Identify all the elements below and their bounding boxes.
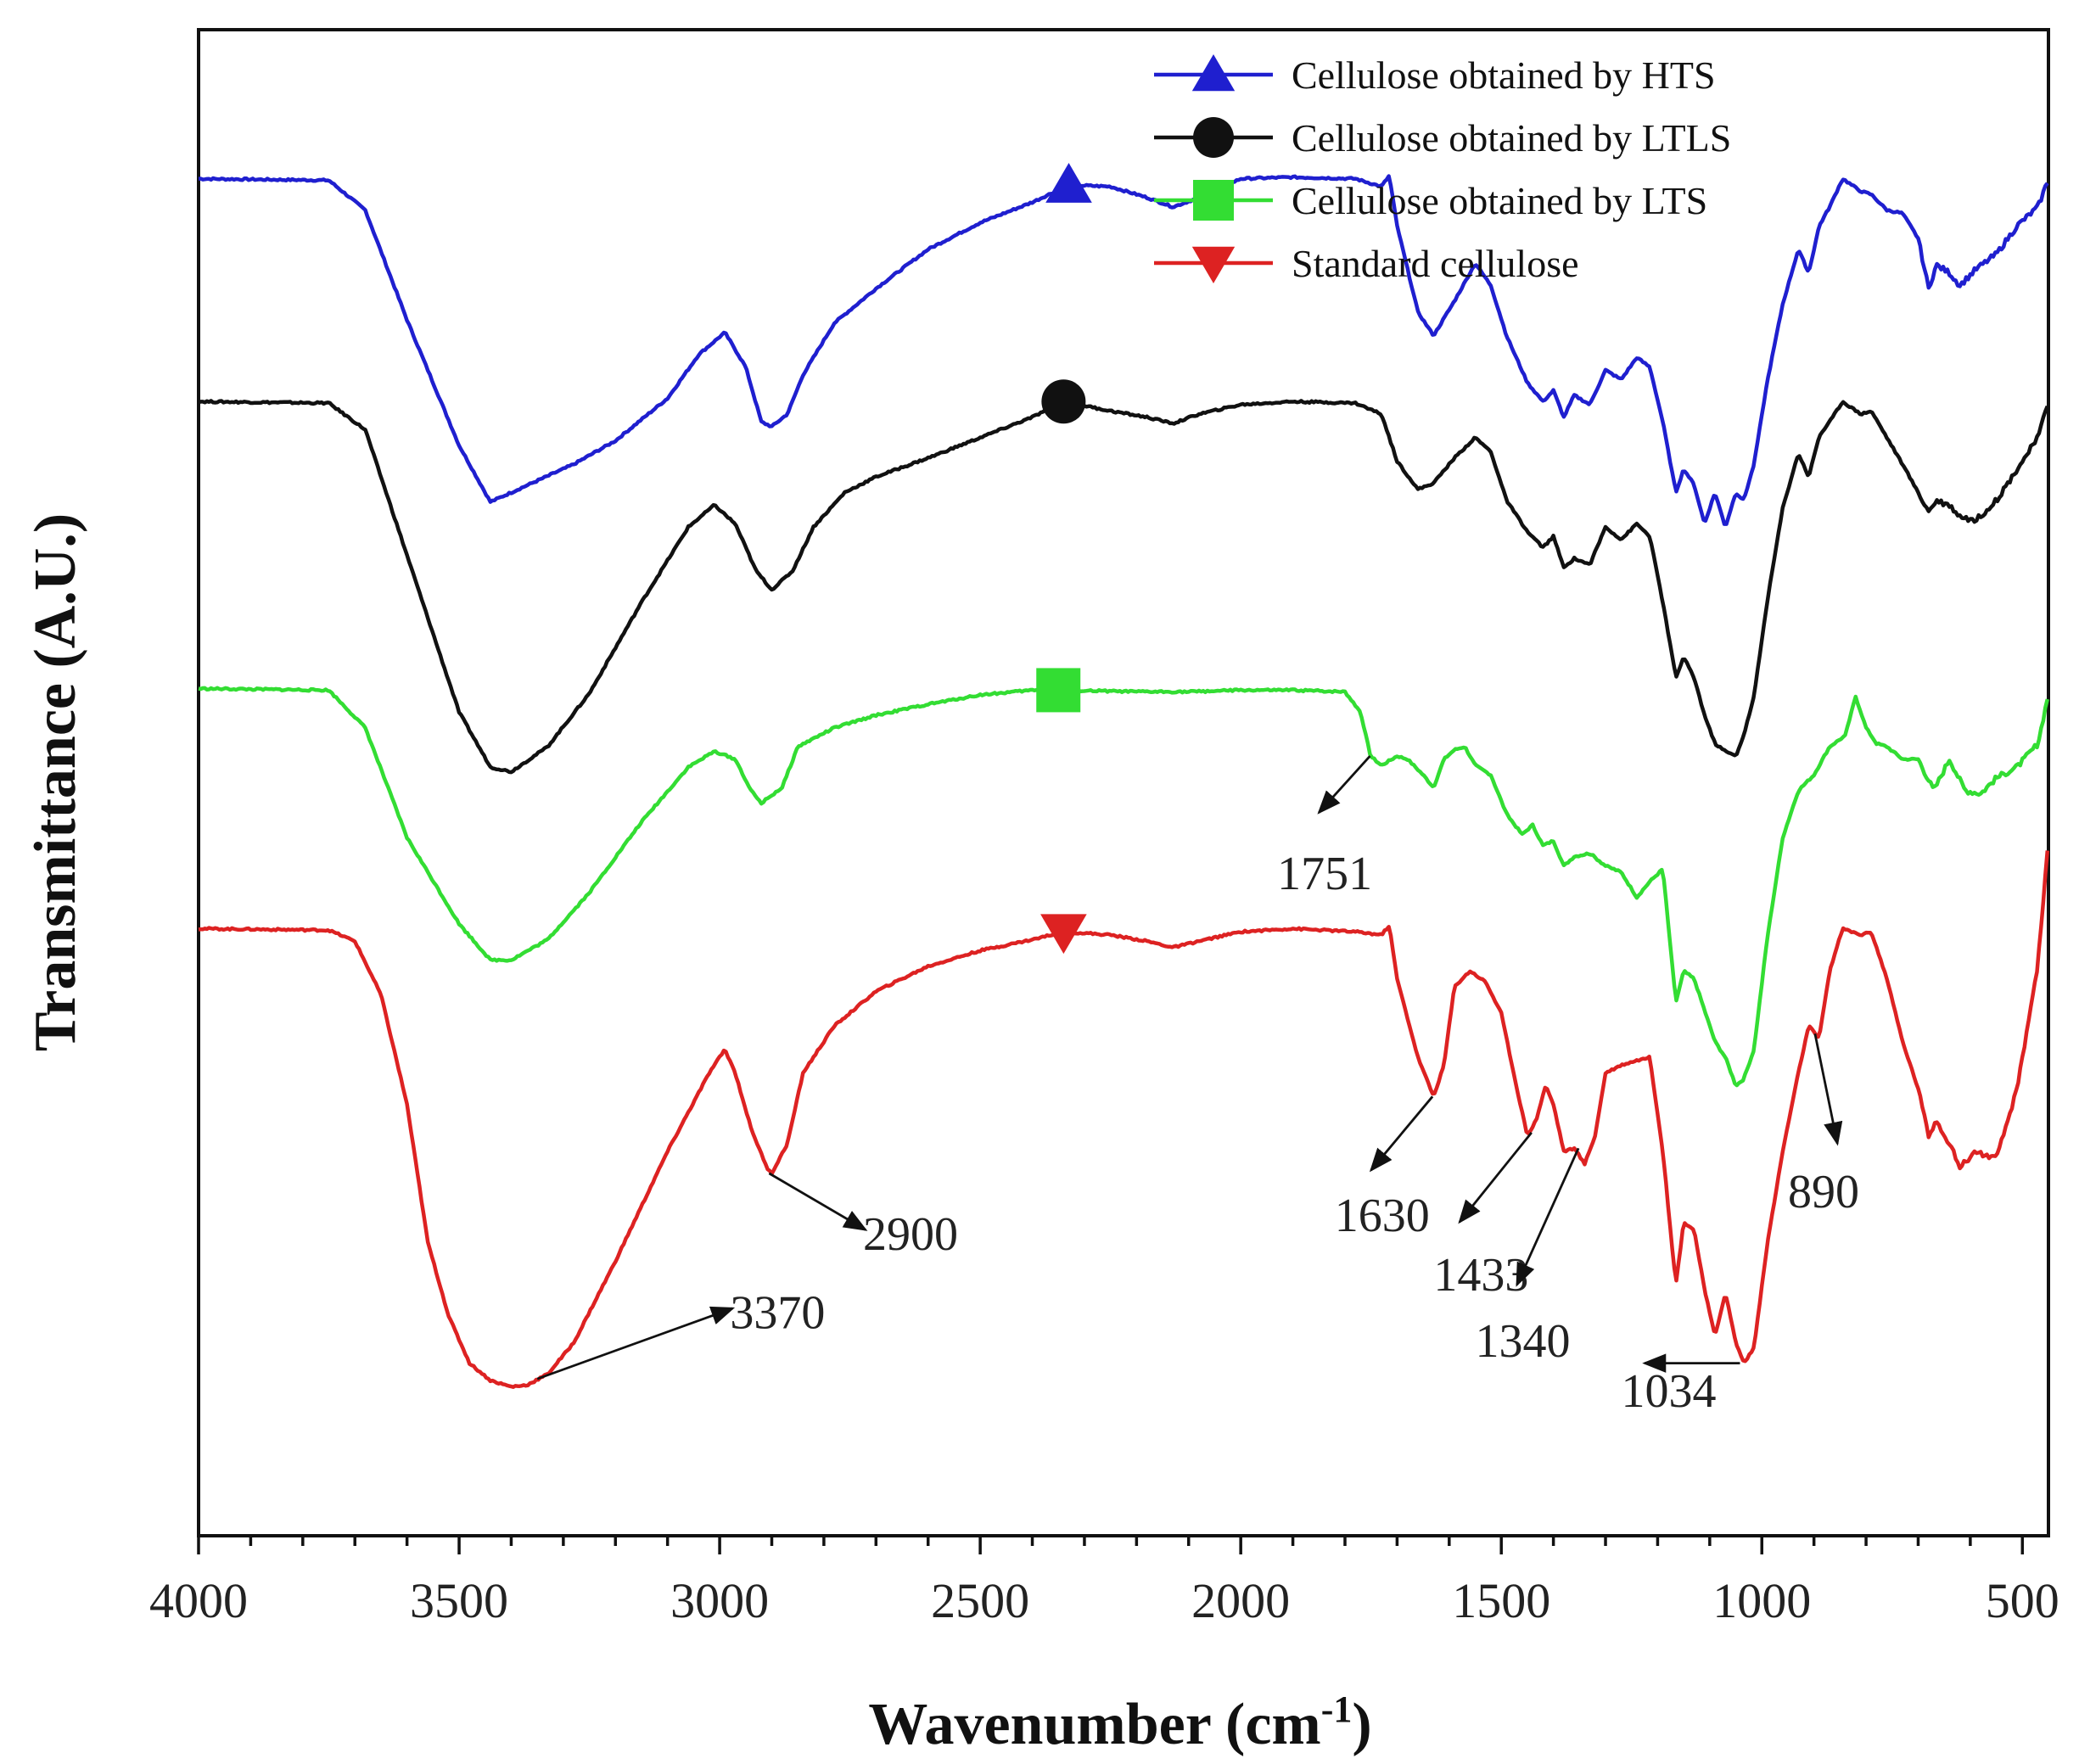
legend-label: Cellulose obtained by HTS	[1292, 53, 1716, 97]
annotation-label-1034: 1034	[1621, 1365, 1716, 1418]
annotation-arrow-890	[1813, 1033, 1843, 1146]
series-line-cellulose-obtained-by-ltls	[198, 399, 2049, 775]
annotation-label-3370: 3370	[730, 1287, 825, 1340]
legend-marker	[1193, 117, 1234, 158]
x-tick-label: 4000	[149, 1573, 248, 1628]
marker-layer	[1036, 163, 1092, 955]
x-tick-label: 3500	[410, 1573, 508, 1628]
x-axis-title: Wavenumber (cm-1)	[868, 1688, 1371, 1757]
legend-marker	[1191, 54, 1236, 92]
x-tick-label: 1500	[1452, 1573, 1550, 1628]
annotation-label-2900: 2900	[863, 1208, 958, 1261]
legend-item-cellulose-obtained-by-lts: Cellulose obtained by LTS	[1154, 179, 1707, 222]
series-marker-cellulose-obtained-by-lts	[1036, 668, 1081, 713]
x-tick-label: 2500	[931, 1573, 1029, 1628]
series-line-standard-cellulose	[198, 850, 2050, 1389]
x-tick-label: 500	[1986, 1573, 2059, 1628]
x-tick-label: 2000	[1191, 1573, 1290, 1628]
series-marker-standard-cellulose	[1040, 914, 1087, 955]
annotation-label-1340: 1340	[1476, 1315, 1571, 1368]
x-axis-paren-open: (	[1211, 1692, 1246, 1757]
legend: Cellulose obtained by HTS Cellulose obtai…	[1154, 53, 1731, 285]
series-marker-cellulose-obtained-by-ltls	[1041, 379, 1086, 424]
annotation-arrow-1630	[1369, 1095, 1434, 1173]
legend-label: Cellulose obtained by LTS	[1292, 179, 1707, 222]
x-tick-label: 1000	[1712, 1573, 1811, 1628]
x-axis: 4000 3500 3000 2500 2000 1500 1000 500	[149, 1536, 2059, 1628]
x-tick-label: 3000	[670, 1573, 769, 1628]
legend-item-cellulose-obtained-by-ltls: Cellulose obtained by LTLS	[1154, 116, 1731, 160]
plot-frame	[197, 28, 2050, 1537]
x-axis-unit-exp: -1	[1321, 1688, 1353, 1730]
legend-marker	[1191, 246, 1236, 283]
legend-marker	[1193, 180, 1234, 221]
series-line-cellulose-obtained-by-hts	[198, 174, 2049, 526]
x-axis-unit: cm	[1245, 1692, 1320, 1757]
series-marker-cellulose-obtained-by-hts	[1045, 163, 1092, 203]
annotation-arrow-1433	[1458, 1131, 1533, 1224]
legend-item-cellulose-obtained-by-hts: Cellulose obtained by HTS	[1154, 53, 1716, 97]
annotation-arrow-1340	[1516, 1147, 1580, 1287]
annotation-label-1751: 1751	[1277, 848, 1372, 900]
annotation-label-890: 890	[1788, 1166, 1859, 1218]
legend-label: Cellulose obtained by LTLS	[1292, 116, 1731, 160]
annotation-arrow-1751	[1317, 755, 1371, 815]
legend-item-standard-cellulose: Standard cellulose	[1154, 242, 1579, 285]
series-line-cellulose-obtained-by-lts	[198, 686, 2049, 1088]
annotation-arrow-2900	[768, 1172, 868, 1231]
x-axis-paren-close: )	[1352, 1692, 1371, 1757]
x-axis-title-main: Wavenumber	[868, 1692, 1210, 1757]
annotation-label-1630: 1630	[1335, 1190, 1430, 1242]
legend-label: Standard cellulose	[1292, 242, 1579, 285]
y-axis-title: Transmittance (A.U.)	[23, 513, 88, 1051]
annotation-label-1433: 1433	[1433, 1249, 1528, 1302]
series-layer	[198, 174, 2050, 1389]
annotation-arrow-3370	[536, 1306, 736, 1380]
